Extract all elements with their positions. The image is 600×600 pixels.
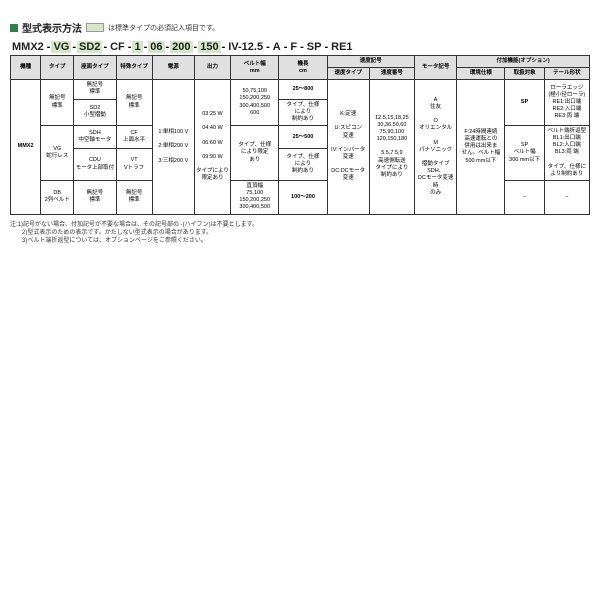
note-line: 注:1)記号がない場合、付加記号が不要な場合は、その記号部の -(ハイフン)は不… xyxy=(10,221,590,229)
hdr-out: 出力 xyxy=(194,56,230,80)
cell-spec1: 無記号標準 xyxy=(116,80,152,126)
model-segment: SD2 xyxy=(77,41,102,53)
hdr-env: 環境仕様 xyxy=(457,68,505,80)
cell-belt1: 50,75,100150,200,250300,400,500600 xyxy=(231,80,279,126)
hdr-pow: 電源 xyxy=(152,56,194,80)
title-marker xyxy=(10,24,18,32)
cell-kisyu: MMX2 xyxy=(11,80,41,214)
legend-text: は標準タイプの必須記入項目です。 xyxy=(108,23,219,33)
hdr-spdtype: 速度タイプ xyxy=(327,68,369,80)
hdr-spec: 特殊タイプ xyxy=(116,56,152,80)
cell-obj1: SP xyxy=(505,80,544,126)
model-dash: - xyxy=(324,41,328,53)
model-segment: SP xyxy=(305,41,324,53)
hdr-tail: テール形状 xyxy=(544,68,589,80)
cell-seat4: CDUモータ上部取付 xyxy=(74,149,116,181)
model-segment: A xyxy=(271,41,283,53)
model-dash: - xyxy=(103,41,107,53)
hdr-opt: 付加機能(オプション) xyxy=(457,56,590,68)
hdr-kisyu: 機種 xyxy=(11,56,41,80)
model-dash: - xyxy=(194,41,198,53)
model-dash: - xyxy=(128,41,132,53)
cell-seat5: 無記号標準 xyxy=(74,180,116,214)
cell-len1: 25〜800 xyxy=(279,80,327,99)
cell-len2: タイプ、仕様により制約あり xyxy=(279,99,327,125)
note-line: 2)型式表示のための表示です。かたしない型式表示の場合があります。 xyxy=(10,229,590,237)
model-dash: - xyxy=(222,41,226,53)
section-title: 型式表示方法 xyxy=(22,20,82,35)
cell-len3: 25〜500 xyxy=(279,125,327,148)
model-segment: F xyxy=(288,41,299,53)
cell-spec4: 無記号標準 xyxy=(116,180,152,214)
model-dash: - xyxy=(166,41,170,53)
cell-spd2: 12.5,15,18,2530,36,50,6075,90,100120,150… xyxy=(369,80,414,214)
cell-tail3: − xyxy=(544,180,589,214)
cell-belt2: タイプ、仕様により限定あり xyxy=(231,125,279,180)
note-line: 3)ベルト端折返型については、オプションページをご参照ください。 xyxy=(10,237,590,245)
hdr-len: 機長cm xyxy=(279,56,327,80)
model-segment: 200 xyxy=(170,41,192,53)
model-dash: - xyxy=(266,41,270,53)
hdr-spdnum: 速度番号 xyxy=(369,68,414,80)
cell-tail2: ベルト端折返型BL1:出口端BL2:入口端BL3:両 端タイプ、仕様により制約あ… xyxy=(544,125,589,180)
hdr-type: タイプ xyxy=(41,56,74,80)
cell-belt3: 直頂幅75,100150,200,250300,400,500 xyxy=(231,180,279,214)
cell-spec3: VTVトラフ xyxy=(116,149,152,181)
cell-out: 03:25 W04:40 W06:60 W09:90 Wタイプにより限定あり xyxy=(194,80,230,214)
hdr-speed: 速度記号 xyxy=(327,56,414,68)
model-segment: 150 xyxy=(198,41,220,53)
model-dash: - xyxy=(144,41,148,53)
cell-len5: 100〜200 xyxy=(279,180,327,214)
cell-spec2: CF上面水平 xyxy=(116,125,152,148)
cell-mot: A住友OオリエンタルMパナソニック摺動タイプSDH、DCモータ変速時のみ xyxy=(415,80,457,214)
table-row: MMX2 無記号標準 無記号標準 無記号標準 1:単相100 V2:単相200 … xyxy=(11,80,590,99)
cell-seat3: SDH中空軸モータ xyxy=(74,125,116,148)
hdr-seat: 座面タイプ xyxy=(74,56,116,80)
hdr-belt: ベルト幅mm xyxy=(231,56,279,80)
model-segment: VG xyxy=(51,41,71,53)
cell-pow: 1:単相100 V2:単相200 V3:三相200 V xyxy=(152,80,194,214)
model-segment: MMX2 xyxy=(10,41,46,53)
cell-obj2: SPベルト幅300 mm以下 xyxy=(505,125,544,180)
cell-type2: VG蛇行レス xyxy=(41,125,74,180)
cell-len4: タイプ、仕様により制約あり xyxy=(279,149,327,181)
hdr-obj: 取扱対象 xyxy=(505,68,544,80)
legend-swatch xyxy=(86,23,104,32)
model-segment: 06 xyxy=(148,41,164,53)
spec-table: 機種 タイプ 座面タイプ 特殊タイプ 電源 出力 ベルト幅mm 機長cm 速度記… xyxy=(10,55,590,215)
model-segment: RE1 xyxy=(329,41,354,53)
cell-seat2: SD2小型摺動 xyxy=(74,99,116,125)
cell-spd1: K:定速U:スピコン変速IV:インバータ変速DC:DCモータ変速 xyxy=(327,80,369,214)
cell-type1: 無記号標準 xyxy=(41,80,74,126)
cell-seat1: 無記号標準 xyxy=(74,80,116,99)
model-dash: - xyxy=(47,41,51,53)
model-dash: - xyxy=(284,41,288,53)
model-dash: - xyxy=(300,41,304,53)
header-row-1: 機種 タイプ 座面タイプ 特殊タイプ 電源 出力 ベルト幅mm 機長cm 速度記… xyxy=(11,56,590,68)
footnotes: 注:1)記号がない場合、付加記号が不要な場合は、その記号部の -(ハイフン)は不… xyxy=(10,221,590,246)
hdr-motor: モータ記号 xyxy=(415,56,457,80)
cell-tail1: ローラエッジ(極小径ローラ)RE1:出口端RE2:入口端RE3:両 端 xyxy=(544,80,589,126)
model-segment: 1 xyxy=(132,41,142,53)
cell-type3: DB2列ベルト xyxy=(41,180,74,214)
model-segment: IV-12.5 xyxy=(226,41,265,53)
cell-obj3: − xyxy=(505,180,544,214)
model-dash: - xyxy=(72,41,76,53)
model-code-row: MMX2-VG-SD2-CF-1-06-200-150-IV-12.5-A-F-… xyxy=(10,41,590,53)
cell-env: F:24時間連続高速運転との併用は出来ません。ベルト幅500 mm以下 xyxy=(457,80,505,214)
model-segment: CF xyxy=(108,41,127,53)
